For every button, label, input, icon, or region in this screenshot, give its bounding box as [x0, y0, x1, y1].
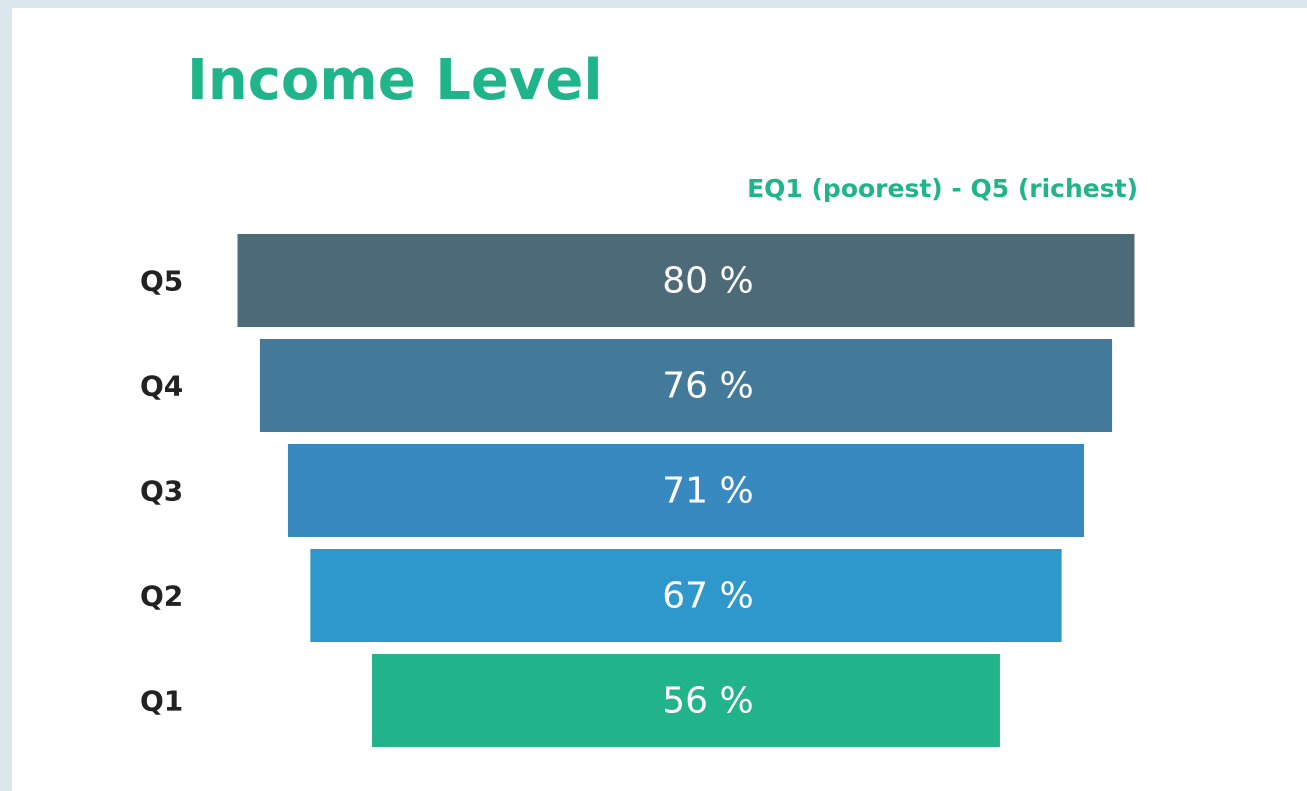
category-label: Q1	[140, 685, 183, 718]
value-label: 56 %	[662, 681, 753, 722]
value-label: 71 %	[662, 471, 753, 512]
category-label: Q5	[140, 265, 183, 298]
funnel-bar	[372, 654, 1000, 747]
category-label: Q2	[140, 580, 183, 613]
funnel-bar	[310, 549, 1062, 642]
funnel-bar	[237, 234, 1135, 327]
category-label: Q3	[140, 475, 183, 508]
funnel-bar	[259, 339, 1113, 432]
value-label: 80 %	[662, 261, 753, 302]
funnel-bar	[287, 444, 1085, 537]
value-label: 76 %	[662, 366, 753, 407]
chart-subtitle: EQ1 (poorest) - Q5 (richest)	[747, 174, 1138, 203]
chart-title: Income Level	[187, 48, 603, 113]
value-label: 67 %	[662, 576, 753, 617]
category-label: Q4	[140, 370, 183, 403]
